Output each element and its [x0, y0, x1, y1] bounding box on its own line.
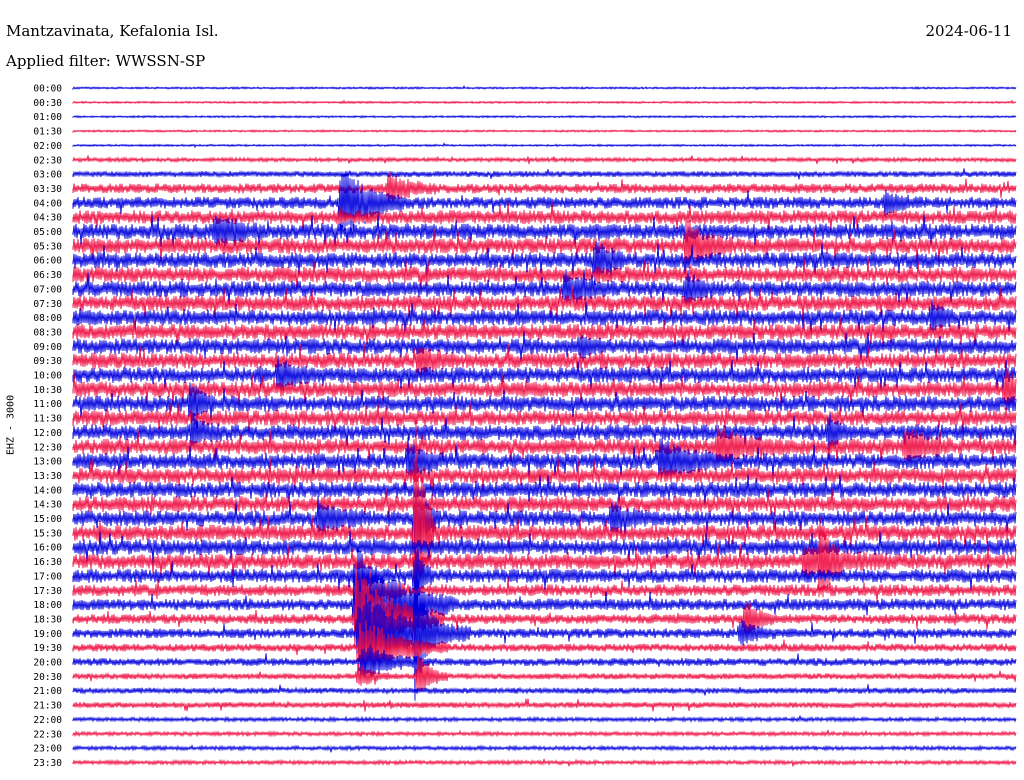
- row-label: 01:30: [33, 127, 62, 138]
- row-label: 21:00: [33, 686, 62, 697]
- trace-line: [72, 573, 1017, 701]
- row-label: 13:00: [33, 457, 62, 468]
- trace-line: [72, 171, 1017, 203]
- row-label: 14:30: [33, 500, 62, 511]
- trace-line: [72, 684, 1017, 696]
- trace-line: [72, 129, 1017, 134]
- row-label: 23:30: [33, 758, 62, 769]
- row-label: 18:00: [33, 600, 62, 611]
- row-label: 11:30: [33, 414, 62, 425]
- trace-line: [72, 170, 1017, 232]
- trace-line: [72, 698, 1017, 712]
- row-label: 17:30: [33, 586, 62, 597]
- trace-line: [72, 488, 1017, 520]
- row-label: 14:00: [33, 485, 62, 496]
- row-label: 00:30: [33, 98, 62, 109]
- trace-line: [72, 479, 1017, 552]
- row-label: 08:30: [33, 327, 62, 338]
- row-label: 05:00: [33, 227, 62, 238]
- trace-line: [72, 285, 1017, 321]
- row-label: 18:30: [33, 614, 62, 625]
- trace-line: [72, 744, 1017, 753]
- station-title: Mantzavinata, Kefalonia Isl.: [6, 22, 219, 40]
- trace-line: [72, 331, 1017, 364]
- row-label: 01:00: [33, 112, 62, 123]
- row-label: 04:00: [33, 198, 62, 209]
- row-label: 22:00: [33, 715, 62, 726]
- trace-line: [72, 114, 1017, 119]
- trace-line: [72, 214, 1017, 251]
- row-label: 13:30: [33, 471, 62, 482]
- row-label: 07:30: [33, 299, 62, 310]
- trace-line: [72, 344, 1017, 378]
- row-label: 08:00: [33, 313, 62, 324]
- trace-line: [72, 402, 1017, 434]
- date-label: 2024-06-11: [925, 22, 1012, 40]
- row-label: 05:30: [33, 241, 62, 252]
- row-label: 07:00: [33, 284, 62, 295]
- trace-line: [72, 413, 1017, 451]
- row-label: 16:00: [33, 543, 62, 554]
- trace-line: [72, 382, 1017, 429]
- row-label: 19:00: [33, 629, 62, 640]
- row-label: 15:30: [33, 528, 62, 539]
- row-label: 02:00: [33, 141, 62, 152]
- trace-line: [72, 457, 1017, 493]
- trace-line: [72, 258, 1017, 292]
- trace-line: [72, 85, 1017, 91]
- trace-line: [72, 517, 1017, 598]
- trace-line: [72, 644, 1017, 682]
- row-label: 09:00: [33, 342, 62, 353]
- row-label: 10:30: [33, 385, 62, 396]
- trace-line: [72, 531, 1017, 565]
- row-label: 10:00: [33, 371, 62, 382]
- trace-line: [72, 142, 1017, 149]
- trace-line: [72, 155, 1017, 165]
- trace-line: [72, 651, 1017, 693]
- trace-line: [72, 549, 1017, 609]
- trace-line: [72, 729, 1017, 738]
- trace-line: [72, 563, 1017, 615]
- row-label: 19:30: [33, 643, 62, 654]
- row-label: 12:30: [33, 442, 62, 453]
- trace-line: [72, 426, 1017, 467]
- row-label: 17:00: [33, 571, 62, 582]
- row-label: 12:00: [33, 428, 62, 439]
- trace-line: [72, 436, 1017, 483]
- row-label: 02:30: [33, 155, 62, 166]
- trace-line: [72, 545, 1017, 660]
- trace-line: [72, 241, 1017, 286]
- row-label: 20:00: [33, 658, 62, 669]
- row-label: 06:00: [33, 256, 62, 267]
- trace-line: [72, 201, 1017, 231]
- row-label: 16:30: [33, 557, 62, 568]
- trace-line: [72, 715, 1017, 724]
- row-label: 23:00: [33, 744, 62, 755]
- row-label: 06:30: [33, 270, 62, 281]
- row-label: 20:30: [33, 672, 62, 683]
- row-label: 09:30: [33, 356, 62, 367]
- row-label: 03:00: [33, 170, 62, 181]
- row-label: 21:30: [33, 701, 62, 712]
- filter-label: Applied filter: WWSSN-SP: [6, 52, 206, 70]
- trace-line: [72, 474, 1017, 506]
- trace-line: [72, 620, 1017, 676]
- trace-line: [72, 220, 1017, 268]
- row-label: 22:30: [33, 729, 62, 740]
- row-label: 11:00: [33, 399, 62, 410]
- trace-line: [72, 168, 1017, 180]
- trace-line: [72, 99, 1017, 105]
- trace-line: [72, 367, 1017, 410]
- trace-line: [72, 316, 1017, 348]
- trace-line: [72, 269, 1017, 309]
- trace-line: [72, 355, 1017, 393]
- row-label: 04:30: [33, 213, 62, 224]
- row-label: 00:00: [33, 84, 62, 95]
- trace-line: [72, 758, 1017, 767]
- row-label: 15:00: [33, 514, 62, 525]
- row-label: 03:30: [33, 184, 62, 195]
- trace-line: [72, 420, 1017, 641]
- trace-line: [72, 569, 1017, 666]
